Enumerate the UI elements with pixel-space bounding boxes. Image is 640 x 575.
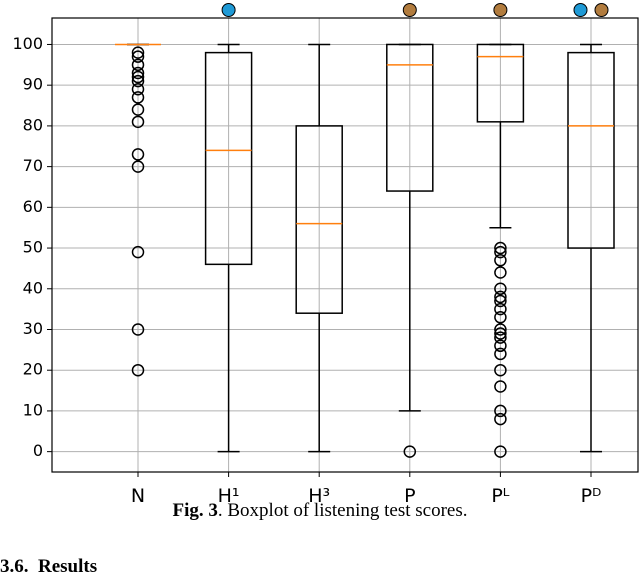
box [295,125,343,314]
outlier [131,70,145,84]
x-tick-label: P [404,485,415,507]
outlier [131,148,145,161]
y-tick-label: 100 [12,34,43,53]
outlier [494,380,507,393]
outlier [494,282,507,296]
outlier [494,302,507,316]
plot-frame [51,17,639,473]
caption-label: Fig. 3 [172,500,217,521]
y-tick-label: 20 [23,360,43,379]
box [476,43,525,123]
x-tick-label: Pᴰ [581,485,602,507]
outlier [494,445,507,458]
significance-marker [573,3,588,17]
significance-marker [221,3,236,17]
outlier [494,331,507,344]
box [386,43,434,192]
caption: Fig. 3. Boxplot of listening test scores… [172,500,467,521]
outlier [494,266,507,279]
y-tick-label: 50 [23,238,43,257]
outlier [131,66,145,80]
outlier [494,241,507,255]
outlier [494,412,507,426]
outlier [494,290,507,304]
outlier [131,50,145,63]
outlier [494,294,507,308]
outlier [131,83,145,96]
outlier [131,160,145,173]
y-tick-label: 40 [23,278,43,297]
y-tick-label: 10 [23,400,43,419]
box [204,51,253,266]
outlier [494,327,507,340]
box [567,51,615,249]
outlier [494,323,507,336]
caption-text: . Boxplot of listening test scores. [218,500,468,521]
outlier [494,339,507,353]
y-tick-label: 70 [23,156,43,175]
outlier [494,347,507,361]
outlier [131,91,145,104]
significance-marker [594,3,609,17]
significance-marker [493,3,508,17]
y-tick-label: 30 [23,319,43,338]
y-tick-label: 0 [33,441,43,460]
y-tick-label: 60 [23,197,43,216]
y-tick-label: 80 [23,115,43,134]
outlier [494,245,507,259]
outlier [131,103,145,116]
outlier [494,311,507,324]
outlier [494,363,507,377]
significance-marker [402,3,417,17]
x-tick-label: H³ [308,485,330,507]
x-tick-label: N [131,485,145,507]
outlier [131,58,145,72]
outlier [131,115,145,129]
outlier [494,404,507,418]
x-tick-label: H¹ [218,485,240,507]
outlier [131,46,145,59]
outlier [131,363,145,377]
outlier [403,445,417,458]
x-tick-label: Pᴸ [491,485,509,507]
section-heading: 3.6. Results [0,556,97,575]
outlier [131,74,145,88]
outlier [494,254,507,267]
y-tick-label: 90 [23,75,43,94]
outlier [131,323,145,336]
outlier [131,245,145,259]
